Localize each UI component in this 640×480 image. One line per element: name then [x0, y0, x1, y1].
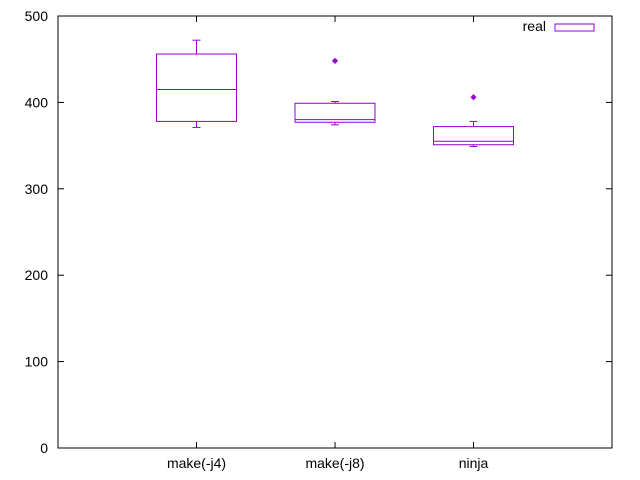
- plot-border: [57, 15, 613, 449]
- y-tick-label: 300: [25, 181, 49, 197]
- y-tick-label: 500: [25, 8, 49, 24]
- y-tick-label: 100: [25, 354, 49, 370]
- plot-frame: [57, 15, 613, 449]
- y-tick-label: 400: [25, 94, 49, 110]
- x-axis-ticks: make(-j4) make(-j8) ninja: [167, 16, 489, 471]
- legend: real: [523, 18, 595, 34]
- x-category-label: make(-j8): [305, 455, 364, 471]
- x-category-label: ninja: [459, 455, 489, 471]
- legend-swatch-real: [554, 23, 595, 32]
- legend-label-real: real: [523, 18, 546, 34]
- box-2: [294, 57, 376, 126]
- box-iqr: [294, 102, 376, 123]
- y-tick-label: 200: [25, 267, 49, 283]
- box-series-real: [156, 39, 514, 147]
- box-3: [433, 94, 514, 147]
- box-1: [156, 39, 237, 128]
- box-iqr: [433, 126, 514, 146]
- box-iqr: [156, 53, 237, 122]
- y-axis-ticks: 0 100 200 300 400 500: [25, 8, 612, 456]
- y-tick-label: 0: [40, 440, 48, 456]
- x-category-label: make(-j4): [167, 455, 226, 471]
